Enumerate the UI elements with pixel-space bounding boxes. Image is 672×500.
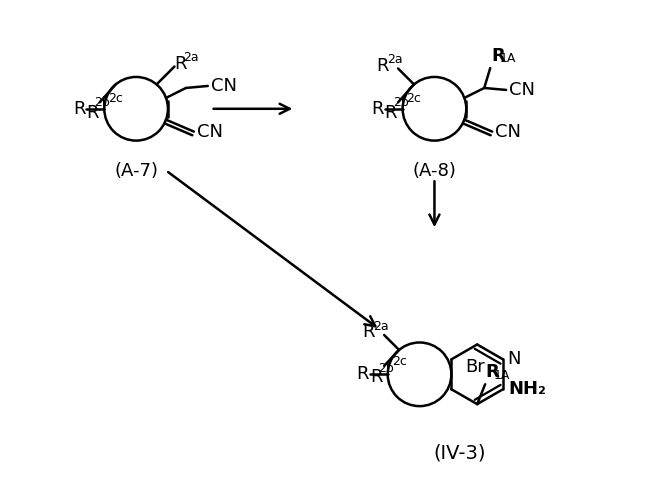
Text: 2b: 2b xyxy=(94,96,110,110)
Text: R: R xyxy=(363,323,375,341)
Text: R: R xyxy=(376,56,389,74)
Text: (IV-3): (IV-3) xyxy=(433,444,486,463)
Text: CN: CN xyxy=(495,122,521,140)
Text: Br: Br xyxy=(465,358,485,376)
Text: NH₂: NH₂ xyxy=(508,380,546,398)
Text: R: R xyxy=(86,104,99,122)
Text: R: R xyxy=(371,100,384,118)
Text: CN: CN xyxy=(509,81,535,99)
Text: R: R xyxy=(384,104,397,122)
Text: 2a: 2a xyxy=(373,320,389,332)
Text: R: R xyxy=(491,47,505,65)
Text: 2b: 2b xyxy=(392,96,409,110)
Text: 1A: 1A xyxy=(494,369,511,382)
Text: 2c: 2c xyxy=(392,356,407,368)
Text: 2c: 2c xyxy=(108,92,122,105)
Text: 2b: 2b xyxy=(378,362,394,375)
Text: 2a: 2a xyxy=(183,51,199,64)
Text: 2c: 2c xyxy=(406,92,421,105)
Text: R: R xyxy=(73,100,85,118)
Text: 2a: 2a xyxy=(387,53,403,66)
Text: N: N xyxy=(507,350,521,368)
Text: (A-7): (A-7) xyxy=(114,162,158,180)
Text: CN: CN xyxy=(197,122,223,140)
Text: R: R xyxy=(175,54,187,72)
Text: 1A: 1A xyxy=(500,52,517,64)
Text: R: R xyxy=(371,368,383,386)
Text: R: R xyxy=(485,364,499,382)
Text: CN: CN xyxy=(211,77,237,95)
Text: R: R xyxy=(356,366,369,384)
Text: (A-8): (A-8) xyxy=(413,162,456,180)
